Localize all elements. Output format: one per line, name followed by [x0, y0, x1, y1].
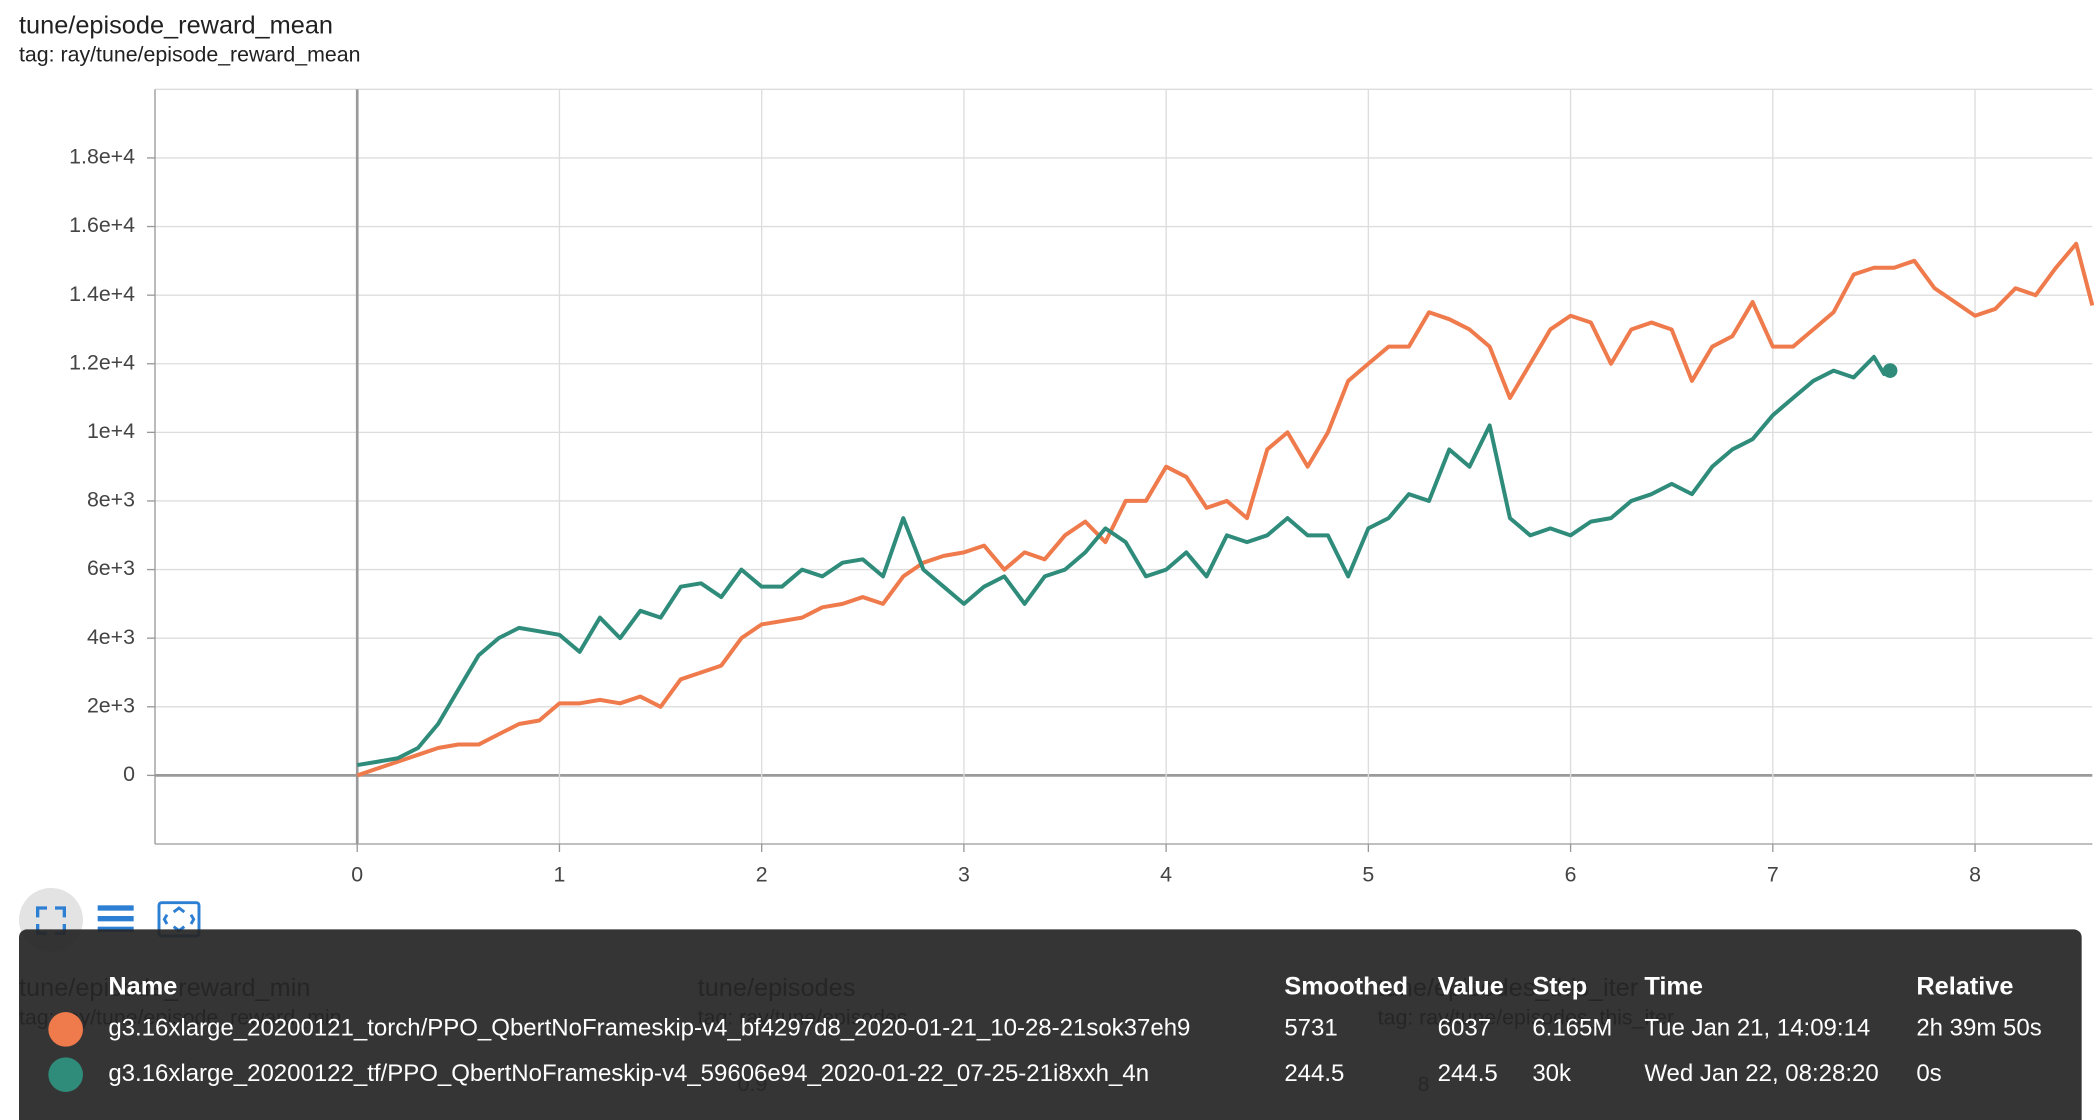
column-header: Step	[1532, 973, 1587, 1001]
x-tick-label: 0	[351, 863, 363, 887]
series-swatch	[48, 1057, 83, 1092]
x-tick-label: 8	[1969, 863, 1981, 887]
card-title: tune/episode_reward_mean	[19, 11, 333, 39]
series-swatch	[48, 1012, 83, 1047]
cell: Wed Jan 22, 08:28:20	[1644, 1060, 1878, 1087]
y-tick-label: 8e+3	[87, 488, 135, 512]
y-tick-label: 1e+4	[87, 419, 135, 443]
cell: g3.16xlarge_20200122_tf/PPO_QbertNoFrame…	[108, 1060, 1149, 1087]
cell: Tue Jan 21, 14:09:14	[1644, 1015, 1870, 1042]
column-header: Relative	[1916, 973, 2013, 1001]
highlight-point	[1882, 363, 1898, 378]
y-tick-label: 1.8e+4	[69, 145, 135, 169]
y-tick-label: 2e+3	[87, 693, 135, 717]
column-header: Name	[108, 973, 177, 1001]
column-header: Time	[1644, 973, 1703, 1001]
card-tag: tag: ray/tune/episode_reward_mean	[19, 43, 360, 67]
plot: 0 2e+3 4e+3 6e+3 8e+3 1e+4 1.2e+4 1.4e+4 1.6e+4 1…	[69, 88, 2094, 887]
cell: 5731	[1284, 1015, 1337, 1042]
fullscreen-button[interactable]	[35, 906, 66, 935]
cell: 30k	[1532, 1060, 1572, 1087]
series-line	[356, 241, 2094, 778]
y-tick-label: 6e+3	[87, 556, 135, 580]
cell: 244.5	[1284, 1060, 1344, 1087]
x-tick-label: 2	[756, 863, 768, 887]
x-tick-label: 6	[1565, 863, 1577, 887]
x-tick-label: 7	[1767, 863, 1779, 887]
cell: 6.165M	[1532, 1015, 1612, 1042]
x-tick-label: 4	[1160, 863, 1172, 887]
cell: g3.16xlarge_20200121_torch/PPO_QbertNoFr…	[108, 1015, 1190, 1042]
y-tick-label: 1.6e+4	[69, 213, 135, 237]
x-tick-label: 3	[958, 863, 970, 887]
x-tick-label: 5	[1362, 863, 1374, 887]
y-tick-label: 0	[123, 762, 135, 786]
y-tick-label: 4e+3	[87, 625, 135, 649]
y-tick-label: 1.4e+4	[69, 282, 135, 306]
column-header: Smoothed	[1284, 973, 1408, 1001]
series-line	[356, 354, 1892, 768]
cell: 6037	[1438, 1015, 1491, 1042]
column-header: Value	[1438, 973, 1504, 1001]
tooltip	[19, 929, 2082, 1120]
cell: 2h 39m 50s	[1916, 1015, 2041, 1042]
y-tick-label: 1.2e+4	[69, 350, 135, 374]
x-tick-label: 1	[554, 863, 566, 887]
tooltip-content: Name Smoothed Value Step Time Relative g3.16xl…	[48, 973, 2042, 1092]
data-selection-button[interactable]	[97, 905, 134, 932]
cell: 0s	[1916, 1060, 1941, 1087]
cell: 244.5	[1438, 1060, 1498, 1087]
